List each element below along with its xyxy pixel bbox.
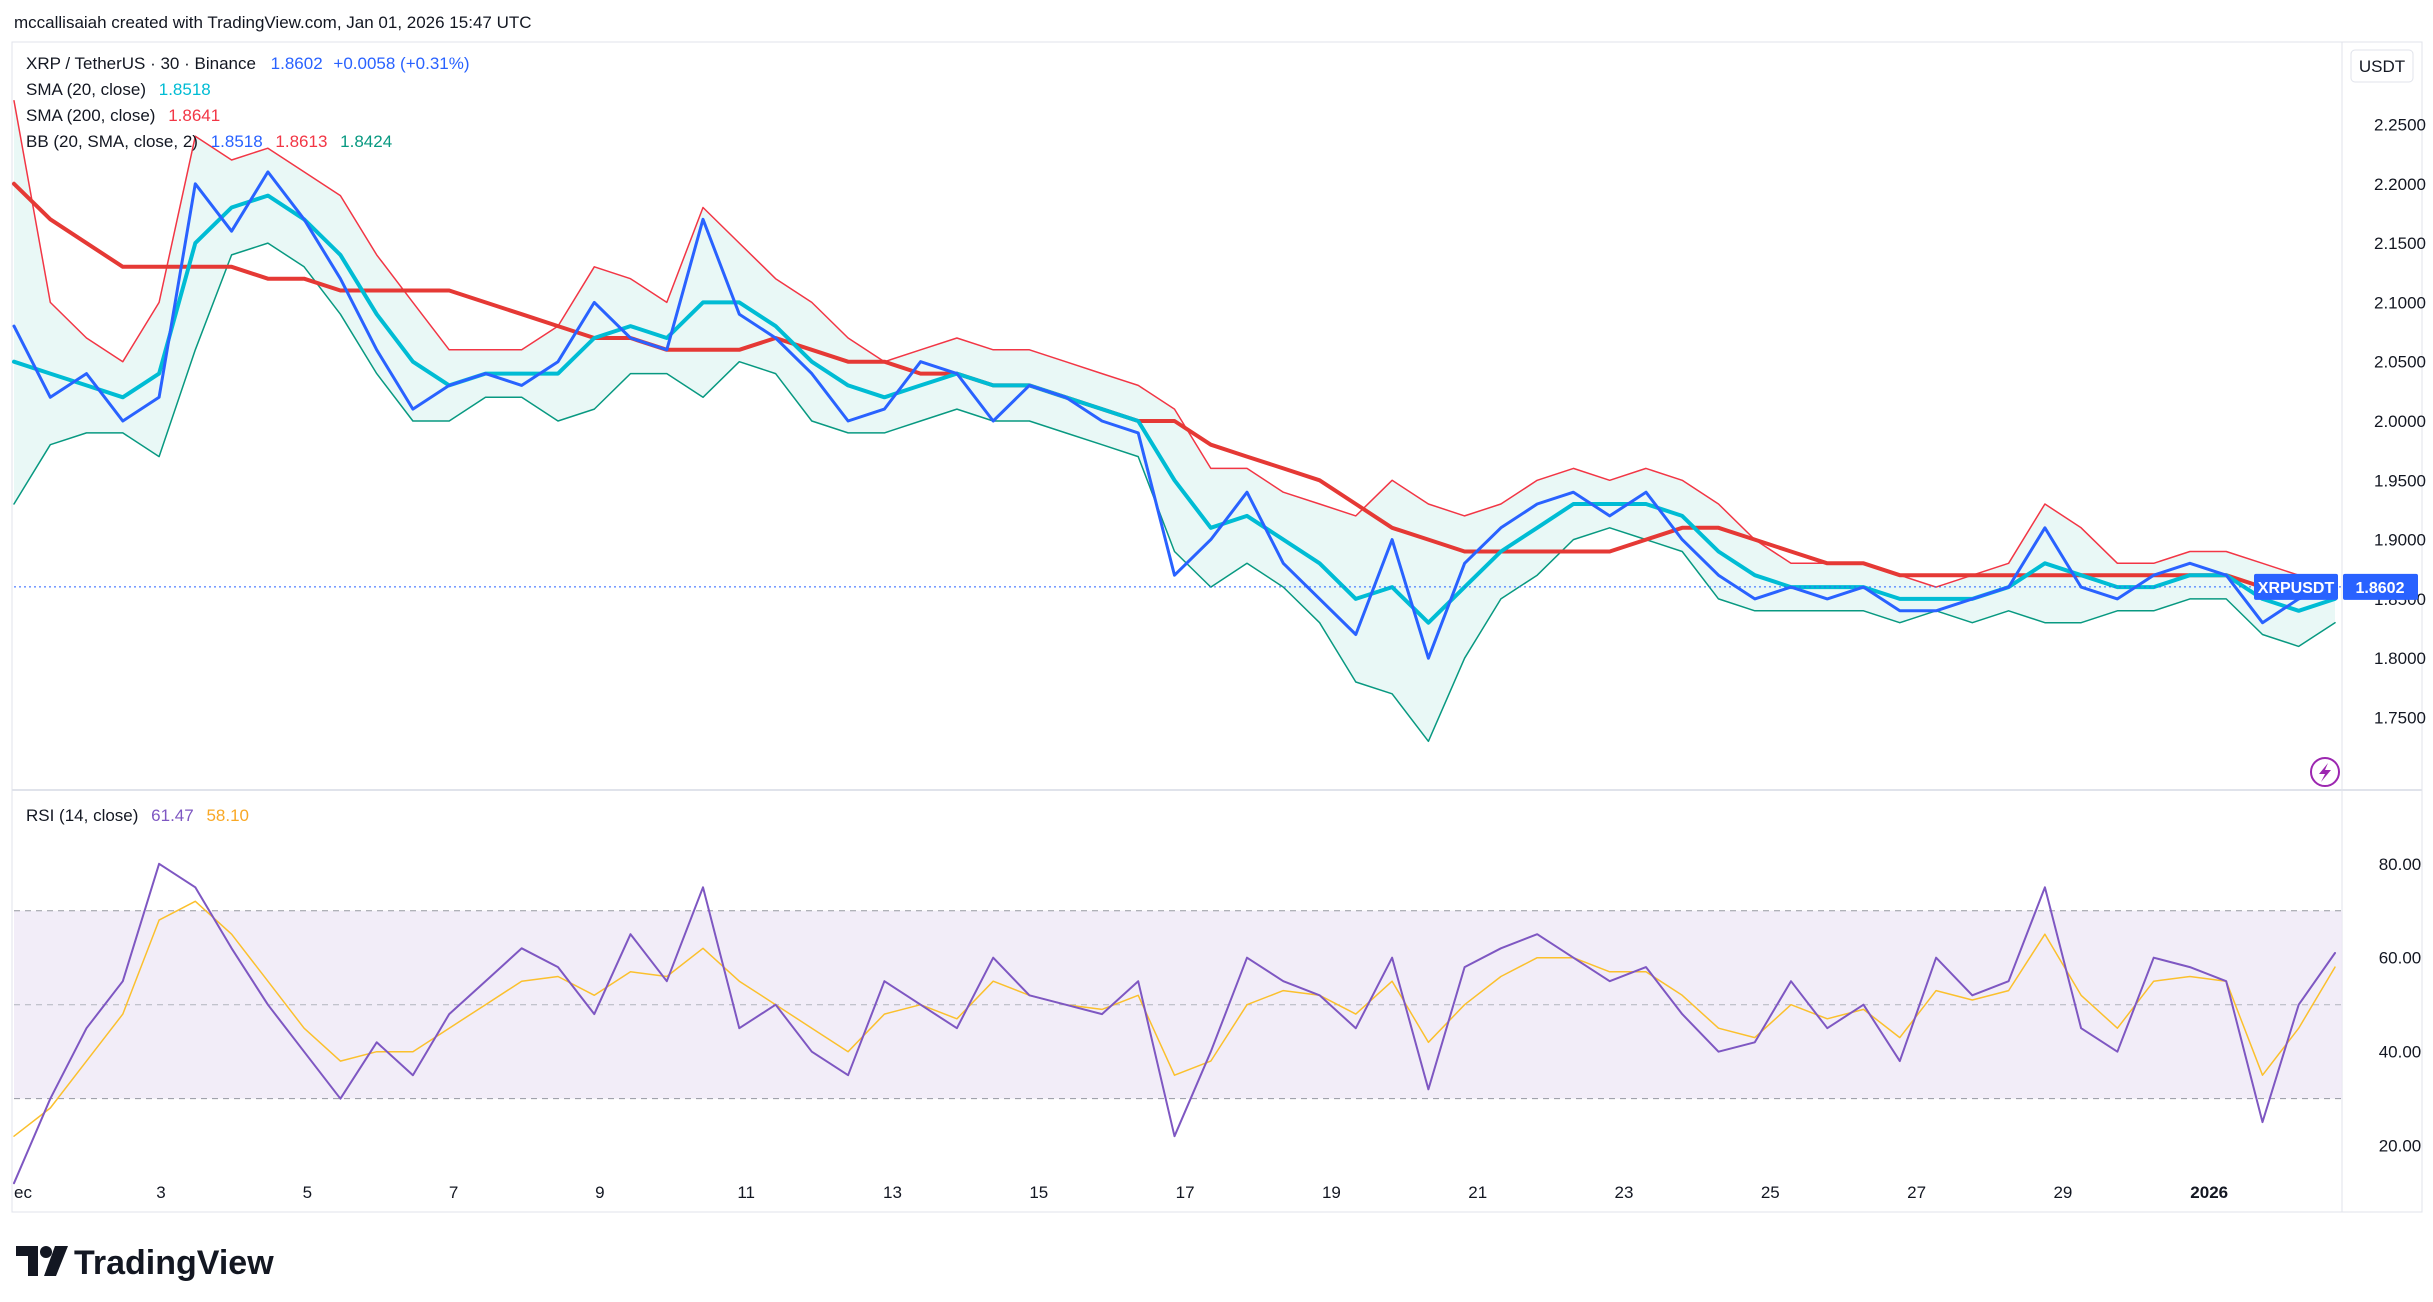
sma20-line	[12, 193, 2337, 625]
price-tick-label: 1.9000	[2374, 531, 2426, 550]
time-tick-label: 15	[1029, 1183, 1048, 1202]
bb-upper-value: 1.8613	[275, 132, 327, 151]
sma20-label: SMA (20, close)	[26, 80, 146, 99]
rsi-tick-label: 40.00	[2379, 1043, 2422, 1062]
price-tick-label: 2.2500	[2374, 115, 2426, 134]
price-tick-label: 1.9500	[2374, 471, 2426, 490]
time-axis: ec 3 5 7 9 11 13 15 17 19 21 23 25 27 29 2026	[14, 1183, 2228, 1202]
price-tag-value-bg	[2343, 573, 2418, 600]
price-line	[12, 170, 2337, 660]
time-tick-label: 21	[1468, 1183, 1487, 1202]
price-tick-label: 1.8000	[2374, 649, 2426, 668]
bb-label: BB (20, SMA, close, 2)	[26, 132, 198, 151]
price-tick-label: 2.1500	[2374, 234, 2426, 253]
time-tick-label: 13	[883, 1183, 902, 1202]
rsi-tick-label: 60.00	[2379, 949, 2422, 968]
rsi-pane	[13, 862, 2342, 1185]
price-tick-label: 2.1000	[2374, 293, 2426, 312]
last-price-value: 1.8602	[271, 54, 323, 73]
rsi-ma-line	[13, 900, 2336, 1137]
rsi-tick-label: 20.00	[2379, 1137, 2422, 1156]
time-tick-label: 19	[1322, 1183, 1341, 1202]
time-tick-label: 11	[737, 1183, 755, 1202]
symbol-label: XRP / TetherUS · 30 · Binance	[26, 54, 256, 73]
price-change-value: +0.0058 (+0.31%)	[333, 54, 469, 73]
created-by-text: mccallisaiah created with TradingView.co…	[14, 13, 532, 32]
svg-text:RSI (14, close) 61.47: RSI (14, close) 61.47 58.10	[26, 806, 249, 825]
time-tick-label: 7	[449, 1183, 458, 1202]
price-axis: 2.2500 2.2000 2.1500 2.1000 2.0500 2.0000 1.95…	[2374, 115, 2426, 727]
time-tick-label: 3	[156, 1183, 165, 1202]
bollinger-upper-line	[13, 99, 2336, 588]
time-tick-label: 25	[1761, 1183, 1780, 1202]
price-tag-value: 1.8602	[2356, 580, 2405, 597]
rsi-ma-value: 58.10	[206, 806, 249, 825]
time-tick-label: 29	[2053, 1183, 2072, 1202]
time-tick-label: 27	[1907, 1183, 1926, 1202]
sma200-label: SMA (200, close)	[26, 106, 155, 125]
time-tick-label: ec	[14, 1183, 32, 1202]
brand-name: TradingView	[74, 1244, 274, 1282]
sma200-line	[12, 181, 2337, 590]
price-pane	[12, 99, 2342, 743]
price-tag-symbol-bg	[2254, 573, 2338, 600]
bb-basis-value: 1.8518	[211, 132, 263, 151]
last-price-tag: XRPUSDT 1.8602	[2254, 573, 2418, 600]
time-tick-label: 9	[595, 1183, 604, 1202]
svg-text:SMA (20, close) 1.8518: SMA (20, close) 1.8518	[26, 80, 211, 99]
price-tick-label: 2.0000	[2374, 412, 2426, 431]
svg-text:BB (20, SMA, close, 2) 1: BB (20, SMA, close, 2) 1.8518 1.8613 1.8…	[26, 132, 392, 151]
rsi-label: RSI (14, close)	[26, 806, 138, 825]
rsi-axis: 80.00 60.00 40.00 20.00	[2379, 855, 2422, 1156]
price-tag-symbol: XRPUSDT	[2258, 580, 2335, 597]
lightning-icon[interactable]	[2310, 757, 2340, 787]
rsi-legend: RSI (14, close) 61.47 58.10	[26, 806, 249, 825]
rsi-line	[13, 862, 2336, 1185]
time-tick-label: 23	[1615, 1183, 1634, 1202]
time-tick-label: 5	[303, 1183, 312, 1202]
rsi-value: 61.47	[151, 806, 194, 825]
currency-label: USDT	[2359, 57, 2405, 76]
time-tick-label: 2026	[2190, 1183, 2228, 1202]
svg-text:SMA (200, close) 1.8641: SMA (200, close) 1.8641	[26, 106, 220, 125]
sma20-value: 1.8518	[159, 80, 211, 99]
sma200-value: 1.8641	[168, 106, 220, 125]
tradingview-logo: TradingView	[16, 1244, 274, 1282]
price-legend: XRP / TetherUS · 30 · Binance 1.8602 +0.…	[26, 54, 470, 151]
price-tick-label: 1.7500	[2374, 709, 2426, 728]
bb-lower-value: 1.8424	[340, 132, 392, 151]
rsi-tick-label: 80.00	[2379, 855, 2422, 874]
price-tick-label: 2.0500	[2374, 353, 2426, 372]
bollinger-lower-line	[13, 242, 2336, 743]
tradingview-logo-icon	[16, 1246, 68, 1276]
currency-button[interactable]: USDT	[2350, 49, 2414, 83]
price-tick-label: 2.2000	[2374, 175, 2426, 194]
rsi-band-fill	[14, 910, 2342, 1099]
time-tick-label: 17	[1176, 1183, 1195, 1202]
svg-text:XRP / TetherUS · 30 · Binance: XRP / TetherUS · 30 · Binance 1.8602 +0.…	[26, 54, 470, 73]
